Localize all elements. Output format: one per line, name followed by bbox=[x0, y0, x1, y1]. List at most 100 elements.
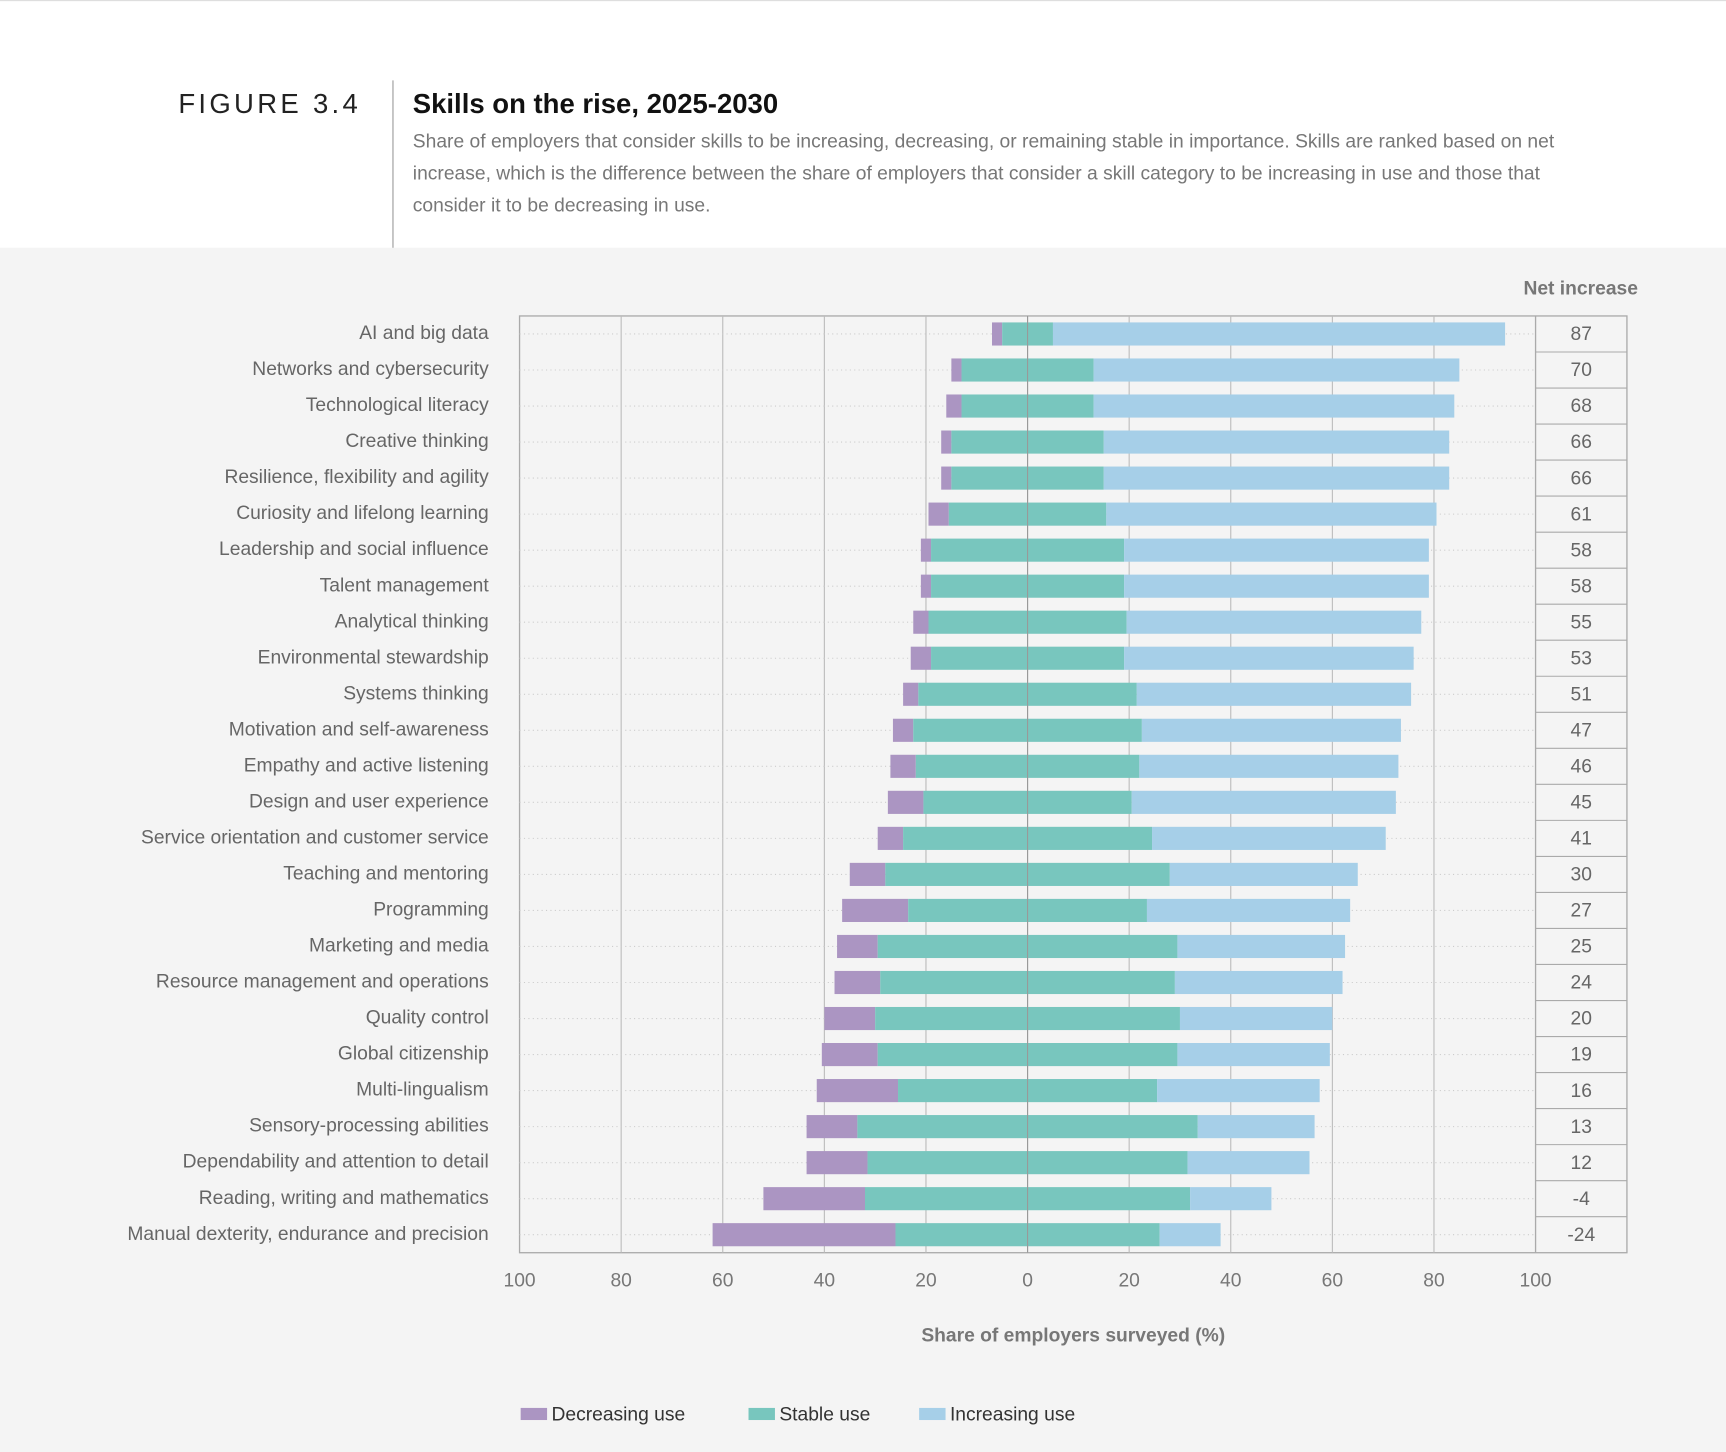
category-label: Analytical thinking bbox=[335, 611, 489, 632]
net-value: 30 bbox=[1571, 865, 1592, 886]
net-value: 12 bbox=[1571, 1153, 1592, 1174]
bar-increasing bbox=[1197, 1115, 1315, 1139]
bar-decreasing bbox=[712, 1223, 896, 1247]
net-value: 87 bbox=[1571, 324, 1592, 345]
category-label: Programming bbox=[373, 900, 489, 921]
bar-increasing bbox=[1152, 826, 1386, 850]
net-value: 45 bbox=[1571, 793, 1592, 814]
bar-decreasing bbox=[920, 574, 932, 598]
bar-decreasing bbox=[928, 502, 949, 526]
bar-increasing bbox=[1124, 538, 1429, 562]
bar-decreasing bbox=[877, 826, 904, 850]
net-value: 13 bbox=[1571, 1117, 1592, 1138]
bar-decreasing bbox=[920, 538, 932, 562]
chart-background bbox=[0, 247, 1726, 1452]
bar-increasing bbox=[1131, 790, 1396, 814]
category-label: Networks and cybersecurity bbox=[252, 359, 489, 380]
bar-decreasing bbox=[903, 682, 919, 706]
figure-label: FIGURE 3.4 bbox=[178, 88, 361, 119]
bar-increasing bbox=[1146, 898, 1351, 922]
category-label: Systems thinking bbox=[343, 683, 489, 704]
net-value: 19 bbox=[1571, 1045, 1592, 1066]
x-tick-label: 100 bbox=[1520, 1270, 1552, 1291]
bar-increasing bbox=[1177, 934, 1346, 959]
bar-increasing bbox=[1106, 502, 1437, 526]
net-value: 20 bbox=[1571, 1009, 1592, 1030]
bar-decreasing bbox=[834, 970, 881, 995]
net-value: 41 bbox=[1571, 829, 1592, 850]
bar-increasing bbox=[1103, 430, 1450, 454]
bar-increasing bbox=[1124, 646, 1414, 670]
net-value: 58 bbox=[1571, 576, 1592, 597]
net-value: 70 bbox=[1571, 360, 1592, 381]
net-value: 55 bbox=[1571, 612, 1592, 633]
x-tick-label: 40 bbox=[814, 1270, 835, 1291]
bar-decreasing bbox=[824, 1006, 876, 1031]
net-value: 25 bbox=[1571, 937, 1592, 958]
bar-increasing bbox=[1124, 574, 1429, 598]
x-tick-label: 100 bbox=[503, 1270, 535, 1291]
x-tick-label: 60 bbox=[712, 1270, 733, 1291]
category-label: Leadership and social influence bbox=[219, 539, 489, 560]
category-label: Resilience, flexibility and agility bbox=[224, 467, 489, 488]
bar-increasing bbox=[1093, 358, 1460, 382]
x-tick-label: 40 bbox=[1220, 1270, 1241, 1291]
bar-decreasing bbox=[951, 358, 962, 382]
legend-label: Stable use bbox=[779, 1405, 870, 1426]
net-value: 46 bbox=[1571, 757, 1592, 778]
bar-increasing bbox=[1126, 610, 1422, 634]
legend-label: Increasing use bbox=[950, 1405, 1075, 1426]
legend-swatch bbox=[520, 1407, 548, 1421]
x-axis-label: Share of employers surveyed (%) bbox=[921, 1325, 1225, 1346]
category-label: AI and big data bbox=[359, 323, 489, 344]
legend-swatch bbox=[919, 1407, 946, 1421]
bar-increasing bbox=[1177, 1042, 1330, 1067]
category-label: Curiosity and lifelong learning bbox=[236, 503, 489, 524]
bar-decreasing bbox=[816, 1079, 899, 1103]
category-label: Teaching and mentoring bbox=[283, 864, 488, 885]
category-label: Sensory-processing abilities bbox=[249, 1116, 489, 1137]
net-value: -4 bbox=[1573, 1189, 1590, 1210]
bar-decreasing bbox=[946, 394, 962, 418]
bar-decreasing bbox=[806, 1115, 858, 1139]
category-label: Design and user experience bbox=[249, 791, 489, 812]
net-value: 51 bbox=[1571, 684, 1592, 705]
chart-title: Skills on the rise, 2025-2030 bbox=[413, 88, 778, 119]
x-tick-label: 80 bbox=[1423, 1270, 1444, 1291]
top-border bbox=[0, 0, 1726, 2]
x-tick-label: 20 bbox=[915, 1270, 936, 1291]
bar-decreasing bbox=[821, 1042, 878, 1067]
category-label: Service orientation and customer service bbox=[141, 827, 489, 848]
net-value: 16 bbox=[1571, 1081, 1592, 1102]
bar-decreasing bbox=[849, 862, 886, 886]
net-value: 24 bbox=[1571, 973, 1593, 994]
net-value: 58 bbox=[1571, 540, 1592, 561]
net-value: 66 bbox=[1571, 468, 1592, 489]
bar-decreasing bbox=[910, 646, 932, 670]
x-tick-label: 80 bbox=[610, 1270, 631, 1291]
net-value: 53 bbox=[1571, 648, 1592, 669]
bar-decreasing bbox=[763, 1187, 866, 1211]
category-label: Quality control bbox=[366, 1008, 489, 1029]
category-label: Technological literacy bbox=[306, 395, 489, 416]
category-label: Talent management bbox=[320, 575, 490, 596]
bar-decreasing bbox=[913, 610, 929, 634]
category-label: Global citizenship bbox=[338, 1044, 489, 1065]
bar-decreasing bbox=[887, 790, 924, 814]
bar-increasing bbox=[1103, 466, 1450, 490]
category-label: Resource management and operations bbox=[156, 972, 489, 993]
net-value: 66 bbox=[1571, 432, 1592, 453]
x-tick-label: 20 bbox=[1118, 1270, 1139, 1291]
x-tick-label: 60 bbox=[1322, 1270, 1343, 1291]
subtitle-box: Share of employers that consider skills … bbox=[413, 130, 1554, 216]
x-tick-label: 0 bbox=[1022, 1270, 1033, 1291]
net-value: 68 bbox=[1571, 396, 1592, 417]
bar-increasing bbox=[1159, 1223, 1221, 1247]
bar-increasing bbox=[1187, 1151, 1310, 1175]
category-label: Manual dexterity, endurance and precisio… bbox=[127, 1224, 488, 1245]
bar-increasing bbox=[1141, 718, 1401, 742]
bar-decreasing bbox=[992, 322, 1003, 346]
category-label: Environmental stewardship bbox=[258, 647, 489, 668]
bar-increasing bbox=[1136, 682, 1412, 706]
